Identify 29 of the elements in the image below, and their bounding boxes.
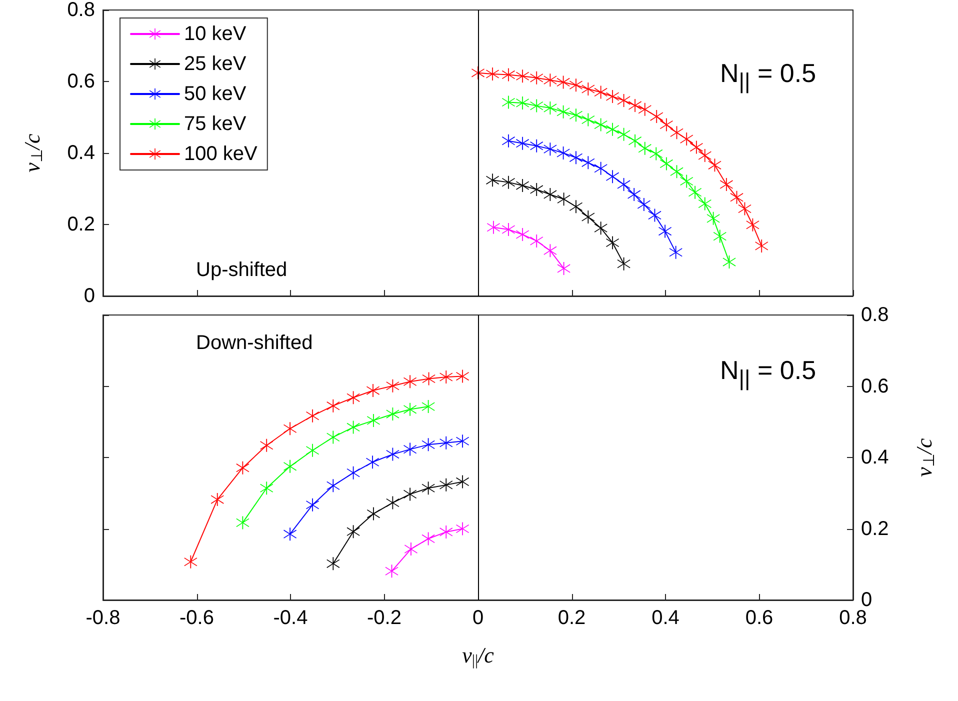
legend-label: 25 keV bbox=[184, 53, 247, 75]
x-tick-label: -0.2 bbox=[367, 607, 402, 629]
y-tick-label: 0.4 bbox=[67, 142, 95, 164]
x-tick-label: 0.6 bbox=[745, 607, 774, 629]
annotation: N|| = 0.5 bbox=[720, 58, 816, 94]
annotation: N|| = 0.5 bbox=[720, 355, 816, 390]
y-tick-label: 0.8 bbox=[67, 0, 95, 21]
annotation: Down-shifted bbox=[196, 332, 313, 354]
x-tick-label: 0.2 bbox=[558, 607, 586, 629]
x-axis-title: v||/c bbox=[462, 642, 494, 669]
y2-tick-label: 0.6 bbox=[861, 375, 889, 398]
legend-label: 75 keV bbox=[184, 113, 247, 135]
y-tick-label: 0 bbox=[84, 285, 95, 307]
y-tick-label: 0.2 bbox=[67, 214, 95, 236]
x-tick-label: -0.8 bbox=[86, 607, 120, 629]
y2-axis-title: v⊥/c bbox=[912, 438, 938, 477]
y-tick-label: 0.6 bbox=[67, 70, 95, 92]
x-tick-label: -0.6 bbox=[180, 607, 214, 629]
legend-label: 100 keV bbox=[184, 143, 258, 165]
y2-tick-label: 0.4 bbox=[861, 446, 889, 468]
y2-tick-label: 0.2 bbox=[861, 518, 889, 540]
x-tick-label: 0.4 bbox=[652, 607, 680, 629]
x-tick-label: 0 bbox=[472, 607, 484, 629]
annotation: Up-shifted bbox=[196, 259, 288, 281]
x-tick-label: -0.4 bbox=[273, 607, 308, 629]
legend-label: 10 keV bbox=[184, 23, 247, 45]
y-axis-title: v⊥/c bbox=[20, 133, 46, 172]
y2-tick-label: 0.8 bbox=[861, 304, 889, 326]
legend-label: 50 keV bbox=[184, 83, 247, 105]
